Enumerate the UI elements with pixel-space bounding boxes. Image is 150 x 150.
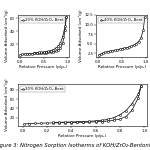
Legend: 30% KOH/ZrO₂-Bent: 30% KOH/ZrO₂-Bent: [20, 86, 65, 92]
X-axis label: Relative Pressure (p/p₀): Relative Pressure (p/p₀): [98, 65, 146, 69]
Text: Figure 3: Nitrogen Sorption Isotherms of KOH/ZrO₂-Bentonite: Figure 3: Nitrogen Sorption Isotherms of…: [0, 144, 150, 148]
Y-axis label: Volume Adsorbed (cm³/g): Volume Adsorbed (cm³/g): [4, 79, 9, 131]
Legend: 20% KOH/ZrO₂-Bent: 20% KOH/ZrO₂-Bent: [20, 17, 65, 23]
X-axis label: Relative Pressure (p/p₀): Relative Pressure (p/p₀): [58, 134, 106, 138]
Y-axis label: Volume Adsorbed (cm³/g): Volume Adsorbed (cm³/g): [79, 10, 83, 62]
Y-axis label: Volume Adsorbed (cm³/g): Volume Adsorbed (cm³/g): [4, 10, 9, 62]
Legend: 40% KOH/ZrO₂-Bent: 40% KOH/ZrO₂-Bent: [98, 17, 144, 23]
X-axis label: Relative Pressure (p/p₀): Relative Pressure (p/p₀): [19, 65, 67, 69]
